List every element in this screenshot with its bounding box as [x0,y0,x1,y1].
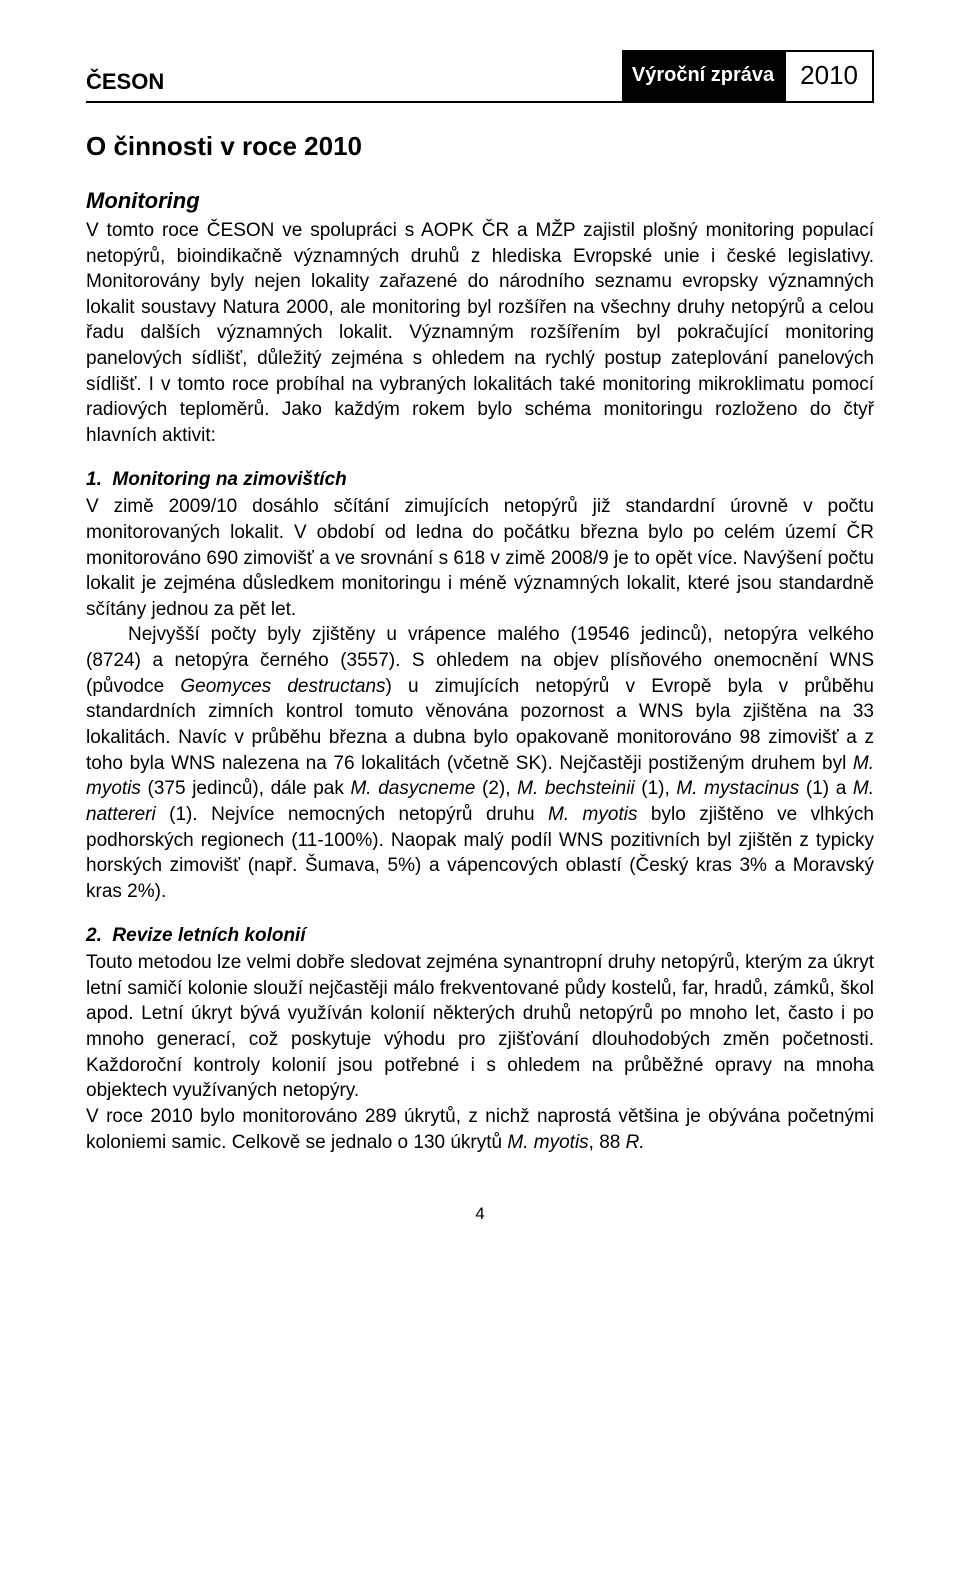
page-title: O činnosti v roce 2010 [86,129,874,164]
section-1-para-2: Nejvyšší počty byly zjištěny u vrápence … [86,622,874,904]
header-report-label: Výroční zpráva [622,50,784,101]
text: , 88 [589,1132,626,1153]
text: (2), [475,778,517,799]
text: V roce 2010 bylo monitorováno 289 úkrytů… [86,1106,874,1153]
text: (1) a [799,778,853,799]
monitoring-paragraph: V tomto roce ČESON ve spolupráci s AOPK … [86,218,874,449]
species-name: Geomyces destructans [180,676,385,697]
text: (1). Nejvíce nemocných netopýrů druhu [156,804,548,825]
page-header: ČESON Výroční zpráva 2010 [86,50,874,103]
species-name: M. bechsteinii [517,778,635,799]
section-2-para-2: V roce 2010 bylo monitorováno 289 úkrytů… [86,1104,874,1155]
species-name: M. mystacinus [676,778,799,799]
text: (375 jedinců), dále pak [141,778,351,799]
page-number: 4 [86,1203,874,1226]
species-name: M. myotis [548,804,637,825]
species-name: R. [626,1132,645,1153]
section-1-heading: 1. Monitoring na zimovištích [86,467,874,493]
text: (1), [635,778,677,799]
species-name: M. dasycneme [350,778,475,799]
header-left: ČESON [86,50,622,101]
section-1-para-1: V zimě 2009/10 dosáhlo sčítání zimujícíc… [86,494,874,622]
section-2-para-1: Touto metodou lze velmi dobře sledovat z… [86,950,874,1104]
org-name: ČESON [86,67,164,97]
header-year: 2010 [784,50,874,101]
species-name: M. myotis [507,1132,588,1153]
section-2-heading: 2. Revize letních kolonií [86,923,874,949]
section-monitoring-heading: Monitoring [86,186,874,216]
